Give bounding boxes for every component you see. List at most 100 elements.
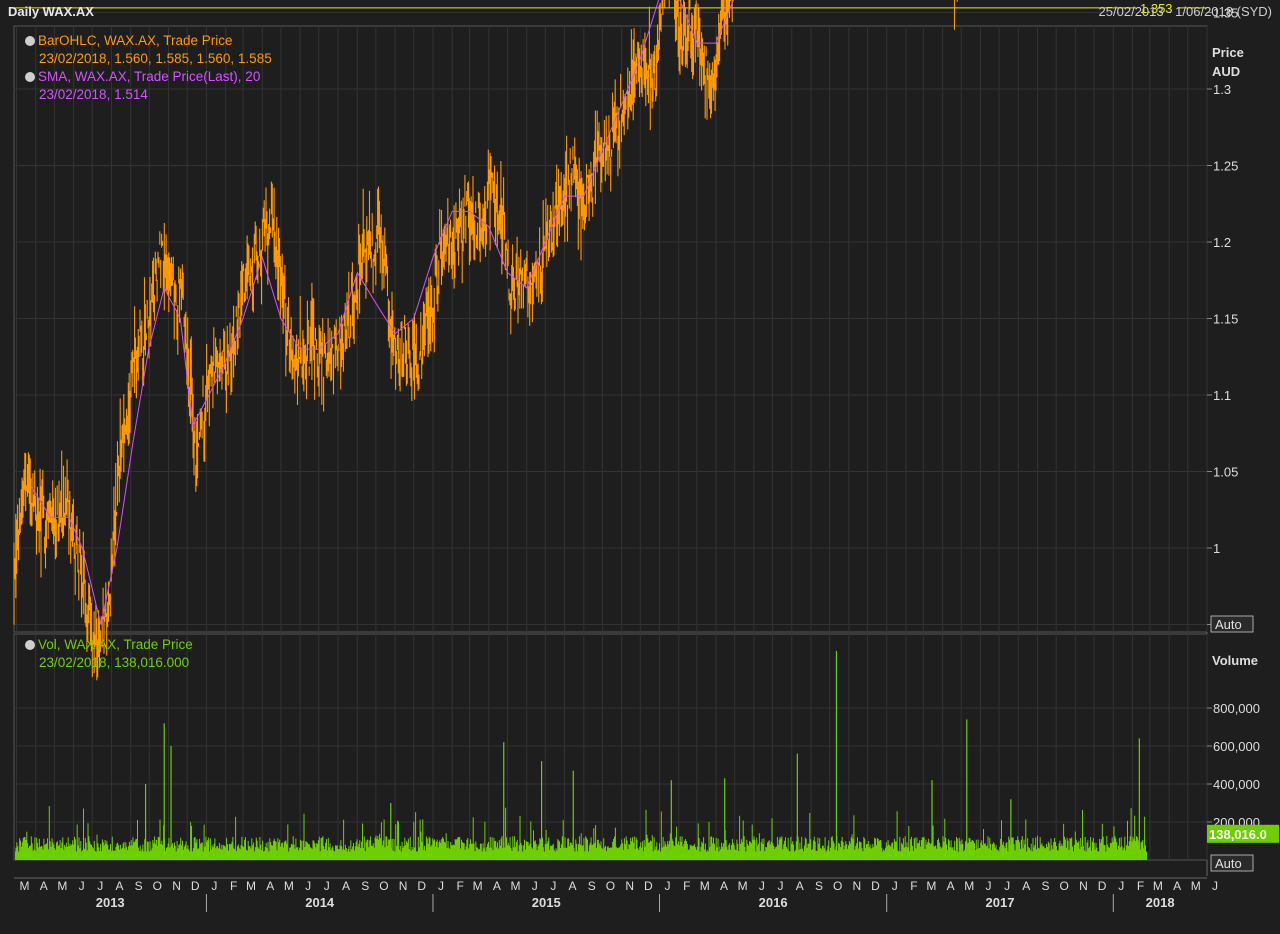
legend-toggle-icon[interactable] <box>25 72 35 82</box>
x-tick-label: J <box>550 879 556 893</box>
y-axis-unit: AUD <box>1212 64 1240 79</box>
year-label: 2015 <box>532 895 561 910</box>
x-tick-label: A <box>1173 879 1181 893</box>
year-label: 2016 <box>759 895 788 910</box>
auto-scale-button[interactable] <box>1210 615 1254 633</box>
y-axis-title: Price <box>1212 45 1244 60</box>
year-label: 2014 <box>305 895 335 910</box>
price-bars <box>13 0 958 681</box>
x-tick-label: S <box>815 879 823 893</box>
x-tick-label: M <box>964 879 974 893</box>
x-tick-label: J <box>97 879 103 893</box>
sma-legend-name: SMA, WAX.AX, Trade Price(Last), 20 <box>38 69 261 84</box>
x-tick-label: A <box>720 879 728 893</box>
x-tick-label: J <box>985 879 991 893</box>
volume-base-fill <box>15 851 1148 860</box>
x-tick-label: J <box>1118 879 1124 893</box>
legend-toggle-icon[interactable] <box>25 36 35 46</box>
x-tick-label: F <box>457 879 464 893</box>
last-volume-tag <box>1207 824 1279 843</box>
vol-legend-values: 23/02/2018, 138,016.000 <box>39 655 190 670</box>
year-label: 2018 <box>1146 895 1175 910</box>
volume-tick-label: 600,000 <box>1213 739 1260 754</box>
y-tick-label: 1.05 <box>1213 465 1238 480</box>
x-tick-label: A <box>40 879 48 893</box>
x-tick-label: D <box>191 879 200 893</box>
x-tick-label: J <box>759 879 765 893</box>
y-tick-label: 1.1 <box>1213 388 1231 403</box>
x-tick-label: A <box>342 879 350 893</box>
year-label: 2013 <box>96 895 125 910</box>
x-tick-label: S <box>361 879 369 893</box>
x-tick-label: S <box>1042 879 1050 893</box>
date-range: 25/02/2013 - 1/06/2018 (SYD) <box>1098 4 1272 19</box>
x-tick-label: J <box>324 879 330 893</box>
x-tick-label: J <box>79 879 85 893</box>
x-tick-label: N <box>172 879 181 893</box>
price-legend: BarOHLC, WAX.AX, Trade Price 23/02/2018,… <box>25 32 272 104</box>
x-tick-label: O <box>1059 879 1068 893</box>
x-tick-label: M <box>510 879 520 893</box>
x-tick-label: S <box>588 879 596 893</box>
volume-tick-label: 800,000 <box>1213 701 1260 716</box>
last-volume-value: 138,016.0 <box>1209 827 1267 842</box>
x-tick-label: A <box>796 879 804 893</box>
x-tick-label: J <box>211 879 217 893</box>
x-tick-label: F <box>910 879 917 893</box>
x-tick-label: A <box>493 879 501 893</box>
x-tick-label: M <box>700 879 710 893</box>
y-tick-label: 1.25 <box>1213 159 1238 174</box>
x-tick-label: S <box>135 879 143 893</box>
x-tick-label: M <box>19 879 29 893</box>
x-tick-label: M <box>246 879 256 893</box>
x-tick-label: N <box>625 879 634 893</box>
sma-line <box>30 0 735 625</box>
x-tick-label: O <box>153 879 162 893</box>
auto-scale-button[interactable] <box>1210 854 1254 872</box>
x-tick-label: M <box>926 879 936 893</box>
x-tick-label: J <box>305 879 311 893</box>
auto-scale-label[interactable]: Auto <box>1215 617 1242 632</box>
y-tick-label: 1.35 <box>1213 6 1238 21</box>
x-tick-label: D <box>417 879 426 893</box>
y-tick-label: 1 <box>1213 541 1220 556</box>
x-tick-label: M <box>473 879 483 893</box>
y-tick-label: 1.2 <box>1213 235 1231 250</box>
x-tick-label: F <box>230 879 237 893</box>
x-tick-label: A <box>1022 879 1030 893</box>
x-tick-label: J <box>1004 879 1010 893</box>
volume-tick-label: 400,000 <box>1213 777 1260 792</box>
x-tick-label: O <box>379 879 388 893</box>
ohlc-legend-name: BarOHLC, WAX.AX, Trade Price <box>38 33 233 48</box>
x-tick-label: M <box>738 879 748 893</box>
volume-legend: Vol, WAX.AX, Trade Price 23/02/2018, 138… <box>25 636 193 672</box>
vol-legend-name: Vol, WAX.AX, Trade Price <box>38 637 193 652</box>
legend-toggle-icon[interactable] <box>25 640 35 650</box>
x-tick-label: D <box>871 879 880 893</box>
x-tick-label: J <box>438 879 444 893</box>
ohlc-legend-values: 23/02/2018, 1.560, 1.585, 1.560, 1.585 <box>39 51 272 66</box>
x-tick-label: M <box>1153 879 1163 893</box>
x-tick-label: J <box>1212 879 1218 893</box>
x-tick-label: D <box>644 879 653 893</box>
x-tick-label: J <box>532 879 538 893</box>
year-label: 2017 <box>986 895 1015 910</box>
x-tick-label: O <box>833 879 842 893</box>
x-tick-label: A <box>569 879 577 893</box>
y-tick-label: 1.15 <box>1213 312 1238 327</box>
x-tick-label: O <box>606 879 615 893</box>
x-tick-label: N <box>1079 879 1088 893</box>
x-tick-label: A <box>115 879 123 893</box>
reference-line-label: 1.353 <box>1140 1 1173 16</box>
reference-label-bg <box>1136 0 1178 16</box>
sma-legend-values: 23/02/2018, 1.514 <box>39 87 148 102</box>
x-tick-label: M <box>57 879 67 893</box>
x-tick-label: J <box>892 879 898 893</box>
y-tick-label: 1.3 <box>1213 82 1231 97</box>
x-tick-label: A <box>947 879 955 893</box>
auto-scale-label[interactable]: Auto <box>1215 856 1242 871</box>
x-tick-label: M <box>284 879 294 893</box>
x-tick-label: F <box>1137 879 1144 893</box>
volume-axis-title: Volume <box>1212 653 1258 668</box>
